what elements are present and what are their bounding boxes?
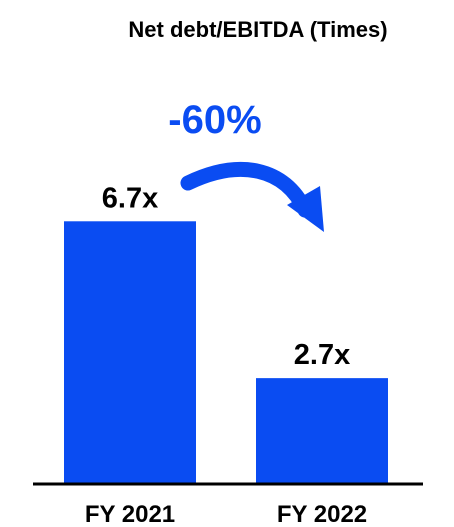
bar-2 [256,378,388,484]
change-percent-label: -60% [168,98,261,142]
x-tick-label-1: FY 2021 [85,501,175,527]
value-labels-layer: 6.7x 2.7x [102,182,350,371]
tick-labels-layer: FY 2021 FY 2022 [85,501,367,527]
chart-title: Net debt/EBITDA (Times) [128,17,387,42]
curved-arrow-icon [180,162,313,218]
x-tick-label-2: FY 2022 [277,501,367,527]
bars-layer [64,221,388,484]
arrowhead-icon [287,186,324,232]
value-label-2: 2.7x [294,339,350,371]
bar-1 [64,221,196,484]
value-label-1: 6.7x [102,182,158,214]
change-annotation: -60% [168,98,324,232]
